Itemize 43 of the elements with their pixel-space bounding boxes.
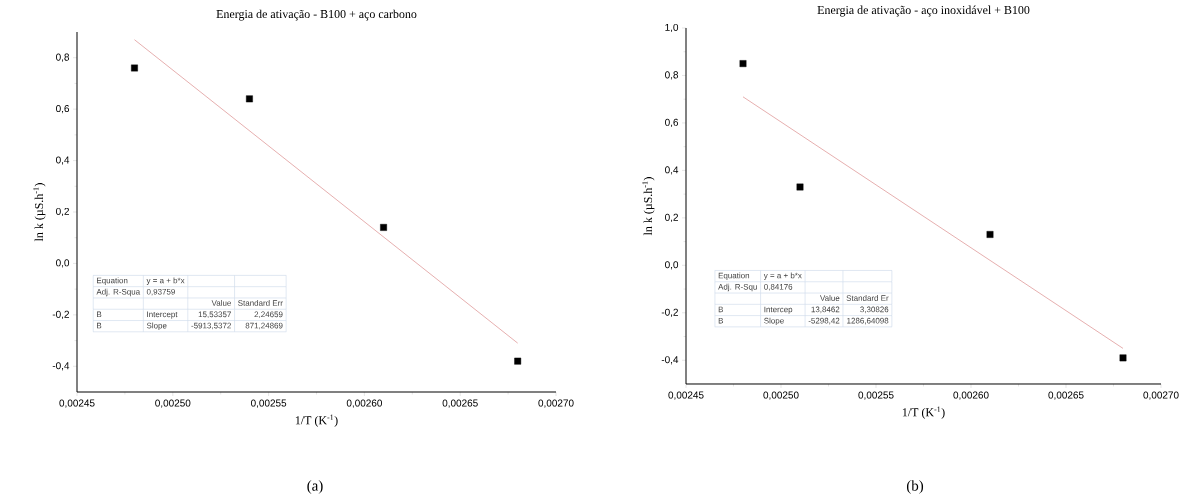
y-tick-label: -0,2 <box>661 308 678 317</box>
y-tick-label: 0,4 <box>665 166 679 175</box>
x-axis-title: 1/T (K$^{-1}$) <box>902 406 945 419</box>
x-tick-label: 0,00270 <box>538 399 574 408</box>
text: (a) <box>307 480 323 494</box>
x-tick-label: 0,00265 <box>1048 391 1084 400</box>
y-tick-label: 0,2 <box>56 207 69 217</box>
y-tick-label: -0,4 <box>661 356 679 365</box>
x-tick-label: 0,00250 <box>155 399 191 408</box>
x-tick-label: 0,00245 <box>59 399 95 408</box>
x-tick-label: 0,00270 <box>1143 391 1179 400</box>
chart-title: Energia de ativação - aço inoxidável + B100 <box>817 5 1030 17</box>
y-tick-label: 0,4 <box>56 156 70 165</box>
y-tick-label: 0,6 <box>665 118 679 128</box>
y-axis-title: ln k (µS.h$^{-1}$) <box>33 183 46 242</box>
y-tick-label: -0,4 <box>52 362 70 371</box>
point <box>246 95 253 103</box>
text: (b) <box>906 480 924 494</box>
y-tick-label: 1,0 <box>665 23 679 33</box>
x-tick-label: 0,00255 <box>858 391 894 400</box>
y-tick-label: 0,2 <box>665 213 678 222</box>
point <box>739 60 747 67</box>
y-tick-label: 0,0 <box>665 261 679 270</box>
point <box>796 183 804 191</box>
y-tick-label: 0,0 <box>56 259 70 268</box>
y-axis-title: ln k (µS.h$^{-1}$) <box>642 177 655 236</box>
chart-title: Energia de ativação - B100 + aço carbono <box>216 9 417 21</box>
point <box>380 224 387 231</box>
point <box>1119 354 1127 362</box>
x-tick-label: 0,00245 <box>668 391 704 400</box>
point <box>986 231 994 238</box>
x-tick-label: 0,00260 <box>346 399 383 408</box>
point <box>131 64 138 72</box>
point <box>514 357 522 365</box>
x-tick-label: 0,00260 <box>953 391 989 400</box>
y-tick-label: 0,6 <box>56 105 70 114</box>
y-tick-label: 0,8 <box>56 53 70 62</box>
x-tick-label: 0,00250 <box>763 391 799 400</box>
y-tick-label: 0,8 <box>665 71 679 80</box>
x-tick-label: 0,00265 <box>442 399 478 408</box>
x-tick-label: 0,00255 <box>250 399 287 408</box>
y-tick-label: -0,2 <box>52 310 69 319</box>
x-axis-title: 1/T (K$^{-1}$) <box>295 414 338 427</box>
